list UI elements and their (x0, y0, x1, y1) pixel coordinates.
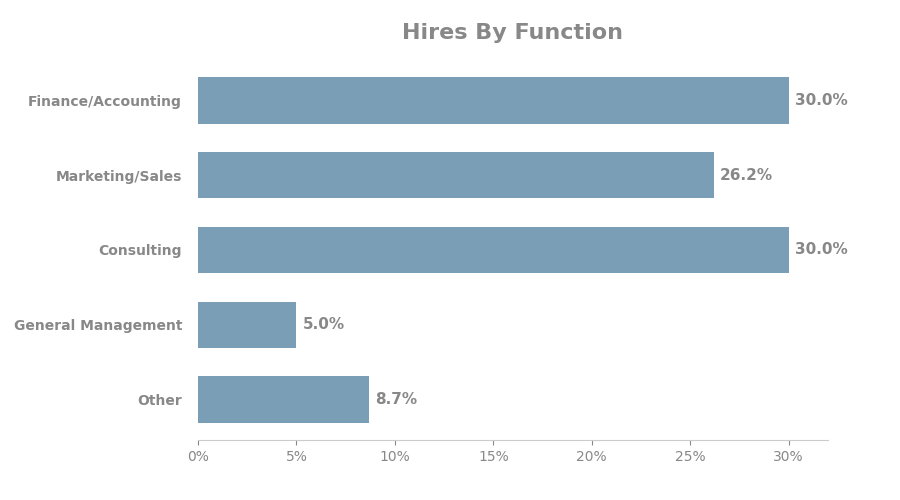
Bar (198, 302, 296, 348)
Title: Hires By Function: Hires By Function (402, 23, 624, 43)
Text: 30.0%: 30.0% (795, 93, 847, 108)
Bar (198, 376, 369, 422)
Text: 30.0%: 30.0% (795, 242, 847, 258)
Bar (198, 152, 714, 198)
Text: 26.2%: 26.2% (720, 168, 773, 182)
Bar (198, 227, 788, 273)
Bar (198, 78, 788, 124)
Text: 5.0%: 5.0% (302, 318, 345, 332)
Text: 8.7%: 8.7% (375, 392, 418, 407)
